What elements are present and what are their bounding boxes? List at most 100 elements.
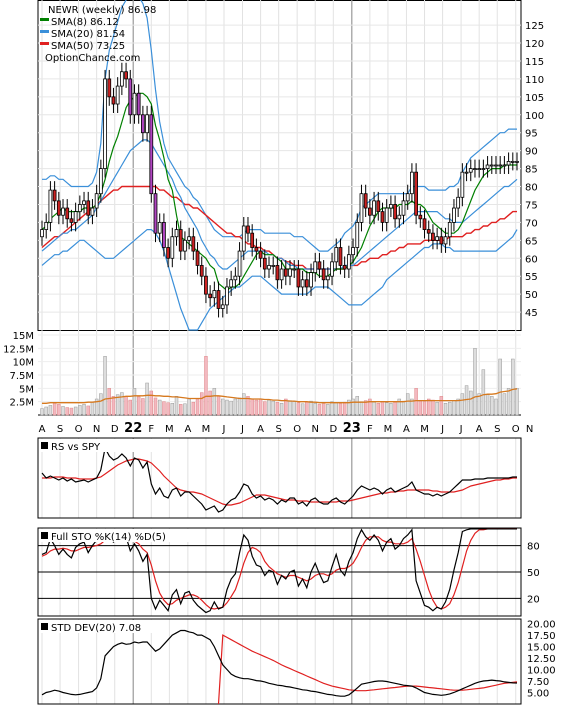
- volume-tick-label: 2.5M: [9, 398, 34, 409]
- volume-bar: [136, 396, 141, 416]
- x-axis-month-label: A: [257, 424, 264, 435]
- candle-body: [296, 268, 301, 288]
- volume-bar: [292, 401, 296, 416]
- candle-body: [359, 193, 364, 223]
- candle-body: [283, 268, 288, 277]
- candle-body: [510, 161, 515, 163]
- volume-bar: [69, 407, 74, 416]
- x-axis-month-label: 23: [343, 421, 361, 436]
- volume-bar: [208, 390, 212, 416]
- volume-bar: [275, 401, 280, 416]
- price-tick-label: 120: [525, 39, 544, 50]
- candle-body: [389, 204, 393, 209]
- candle-body: [300, 279, 305, 288]
- x-axis-month-label: N: [526, 424, 533, 435]
- candle-body: [405, 193, 410, 202]
- price-tick-label: 110: [525, 75, 544, 86]
- candle-body: [267, 265, 271, 270]
- candle-body: [166, 247, 170, 259]
- x-axis-month-label: M: [420, 424, 429, 435]
- volume-bar: [405, 393, 410, 416]
- x-axis-month-label: A: [403, 424, 410, 435]
- volume-bar: [149, 390, 154, 416]
- volume-bar: [86, 405, 90, 416]
- volume-bar: [200, 392, 204, 416]
- sd-legend-bg: [39, 620, 164, 633]
- candle-body: [208, 293, 213, 299]
- volume-bar: [313, 403, 317, 416]
- volume-bar: [321, 403, 326, 416]
- volume-bar: [481, 369, 486, 416]
- x-axis-month-label: M: [165, 424, 174, 435]
- candle-body: [452, 207, 456, 223]
- candle-body: [401, 200, 406, 216]
- x-axis-month-label: A: [39, 424, 46, 435]
- volume-bar: [174, 396, 179, 416]
- volume-bar: [427, 398, 431, 416]
- candle-body: [489, 164, 494, 167]
- volume-bar: [368, 398, 372, 416]
- x-axis-month-label: A: [476, 424, 483, 435]
- candle-body: [220, 304, 225, 309]
- x-axis-month-label: O: [293, 424, 301, 435]
- candle-body: [275, 265, 280, 281]
- volume-bar: [145, 382, 149, 416]
- stddev-tick-label: 5.00: [527, 689, 549, 700]
- candle-body: [292, 268, 297, 271]
- volume-bar: [263, 401, 267, 416]
- volume-bar: [48, 405, 53, 416]
- legend-entry: SMA(50) 73.25: [51, 41, 125, 52]
- candle-body: [233, 275, 238, 281]
- volume-bar: [187, 398, 191, 416]
- legend-swatch: [40, 30, 49, 33]
- rs-panel-frame: [37, 437, 522, 519]
- legend-swatch: [40, 18, 49, 21]
- volume-bar: [254, 399, 259, 416]
- candle-body: [107, 78, 112, 98]
- volume-bar: [515, 388, 519, 416]
- candle-body: [48, 189, 53, 223]
- candle-body: [456, 196, 461, 209]
- candle-body: [321, 268, 326, 281]
- volume-bar: [431, 399, 435, 416]
- lower-band-line: [41, 229, 518, 331]
- volume-bar: [57, 404, 61, 416]
- candle-body: [90, 207, 95, 216]
- volume-bar: [464, 385, 469, 416]
- candle-body: [439, 236, 444, 245]
- candle-body: [468, 168, 473, 173]
- candle-body: [103, 78, 107, 169]
- candle-body: [372, 200, 376, 216]
- candle-body: [515, 161, 519, 163]
- volume-bar: [300, 403, 305, 416]
- volume-bar: [511, 358, 515, 416]
- volume-bar: [305, 401, 309, 416]
- candle-body: [111, 96, 116, 105]
- candle-body: [435, 236, 440, 241]
- candle-body: [325, 275, 330, 281]
- candle-body: [258, 250, 263, 259]
- volume-bar: [359, 401, 364, 416]
- candle-body: [128, 78, 133, 116]
- candle-body: [86, 200, 91, 216]
- volume-bar: [221, 398, 225, 416]
- volume-bar: [422, 401, 427, 416]
- stochastic-legend-label: Full STO %K(14) %D(5): [51, 532, 166, 543]
- volume-bar: [128, 399, 132, 416]
- volume-bar: [162, 401, 166, 416]
- volume-bar: [90, 401, 95, 416]
- x-axis-month-label: O: [75, 424, 83, 435]
- price-tick-label: 60: [525, 254, 538, 265]
- candle-body: [334, 247, 339, 263]
- volume-bar: [506, 388, 511, 416]
- rs-line: [41, 446, 517, 513]
- volume-bar: [376, 403, 381, 416]
- volume-bar: [124, 396, 128, 416]
- candle-body: [174, 229, 179, 238]
- candle-body: [447, 221, 452, 238]
- stddev-tick-label: 12.50: [527, 654, 556, 665]
- legend-entry: SMA(20) 81.54: [51, 29, 125, 40]
- candle-body: [351, 247, 355, 256]
- volume-bar: [490, 396, 494, 416]
- candle-body: [82, 200, 86, 205]
